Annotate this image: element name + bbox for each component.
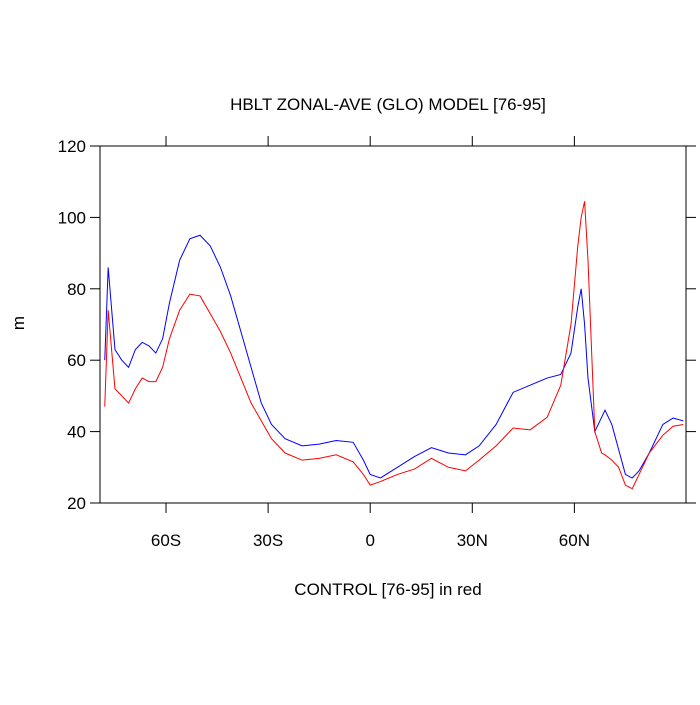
x-tick-label: 30N xyxy=(457,531,488,550)
data-line xyxy=(104,201,684,490)
x-axis-label: CONTROL [76-95] in red xyxy=(294,580,481,599)
y-tick-label: 120 xyxy=(58,137,86,156)
x-tick-label: 60N xyxy=(559,531,590,550)
y-tick-label: 20 xyxy=(67,494,86,513)
x-tick-label: 0 xyxy=(365,531,374,550)
x-tick-label: 60S xyxy=(151,531,181,550)
y-tick-label: 60 xyxy=(67,351,86,370)
chart-title: HBLT ZONAL-AVE (GLO) MODEL [76-95] xyxy=(230,95,546,114)
x-tick-label: 30S xyxy=(253,531,283,550)
y-tick-label: 80 xyxy=(67,280,86,299)
y-tick-label: 100 xyxy=(58,208,86,227)
data-line xyxy=(104,234,684,479)
y-axis-label: m xyxy=(9,316,28,330)
plot-frame xyxy=(99,145,687,504)
y-tick-label: 40 xyxy=(67,423,86,442)
